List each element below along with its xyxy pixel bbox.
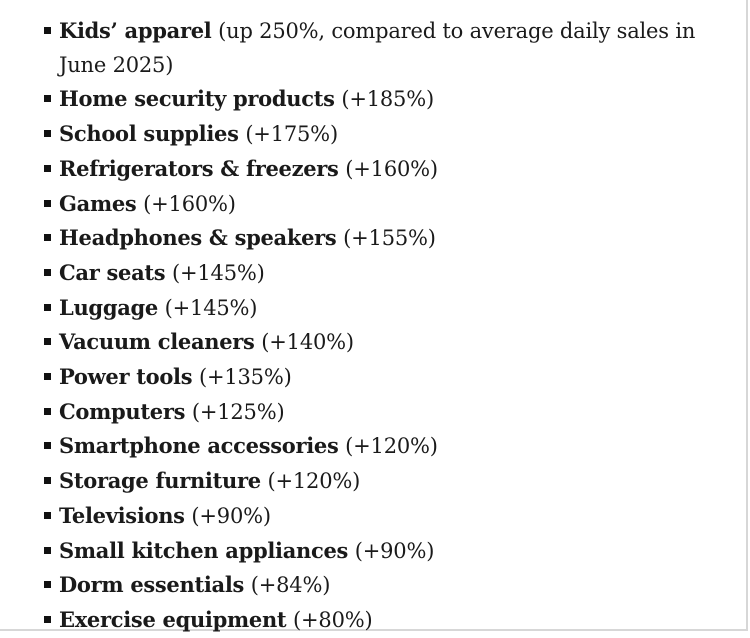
category-name: Power tools [59,364,193,390]
category-name: Smartphone accessories [59,433,339,459]
list-item: Refrigerators & freezers (+160%) [0,152,746,187]
square-bullet-icon [44,477,51,485]
square-bullet-icon [44,234,51,242]
list-item: Headphones & speakers (+155%) [0,221,746,256]
category-name: Televisions [59,502,185,528]
category-name: Home security products [59,86,335,112]
square-bullet-icon [44,268,51,276]
sales-change: (+145%) [172,260,265,285]
sales-change: (+160%) [345,156,438,181]
category-name: School supplies [59,121,239,147]
square-bullet-icon [44,303,51,311]
sales-change: (+90%) [354,538,435,563]
sales-change: (+175%) [245,122,338,147]
category-name: Storage furniture [59,468,261,494]
list-item: Small kitchen appliances (+90%) [0,534,746,569]
sales-change: (up 250%, compared to average daily sale… [59,19,696,77]
sales-change: (+145%) [164,295,258,320]
category-name: Vacuum cleaners [59,329,255,355]
category-name: Kids’ apparel [59,18,212,43]
list-item: Games (+160%) [0,187,746,222]
list-item: School supplies (+175%) [0,117,746,152]
category-name: Dorm essentials [59,572,245,598]
category-name: Exercise equipment [59,606,287,632]
category-name: Luggage [59,294,158,320]
square-bullet-icon [44,199,51,207]
square-bullet-icon [44,511,51,519]
sales-change: (+185%) [341,87,434,112]
square-bullet-icon [44,407,51,415]
square-bullet-icon [44,546,51,554]
square-bullet-icon [44,373,51,381]
category-name: Games [59,190,137,216]
list-item: Exercise equipment (+80%) [0,603,746,638]
square-bullet-icon [44,581,51,589]
square-bullet-icon [44,442,51,450]
sales-change: (+90%) [191,503,271,528]
sales-change: (+140%) [261,330,354,355]
list-item: Televisions (+90%) [0,499,746,534]
category-name: Car seats [59,259,166,285]
list-item: Computers (+125%) [0,395,746,430]
list-item: Car seats (+145%) [0,256,746,291]
sales-change: (+155%) [343,226,436,251]
square-bullet-icon [44,95,51,103]
square-bullet-icon [44,27,51,34]
list-item: Dorm essentials (+84%) [0,568,746,603]
sales-change: (+80%) [293,607,373,632]
list-item: Storage furniture (+120%) [0,464,746,499]
category-name: Computers [59,398,186,424]
square-bullet-icon [44,164,51,172]
list-item: Kids’ apparel (up 250%, compared to aver… [0,14,746,82]
sales-change: (+125%) [191,399,285,424]
category-name: Refrigerators & freezers [59,155,339,181]
list-item: Home security products (+185%) [0,82,746,117]
category-name: Headphones & speakers [59,225,337,251]
category-name: Small kitchen appliances [59,537,349,563]
list-item: Vacuum cleaners (+140%) [0,325,746,360]
sales-change: (+120%) [345,434,438,459]
sales-change: (+135%) [198,365,292,390]
list-item: Luggage (+145%) [0,291,746,326]
square-bullet-icon [44,338,51,346]
sales-change: (+84%) [250,573,331,598]
square-bullet-icon [44,615,51,623]
sales-change: (+160%) [143,191,236,216]
list-item: Smartphone accessories (+120%) [0,429,746,464]
sales-change: (+120%) [267,469,361,494]
square-bullet-icon [44,130,51,138]
list-item: Power tools (+135%) [0,360,746,395]
